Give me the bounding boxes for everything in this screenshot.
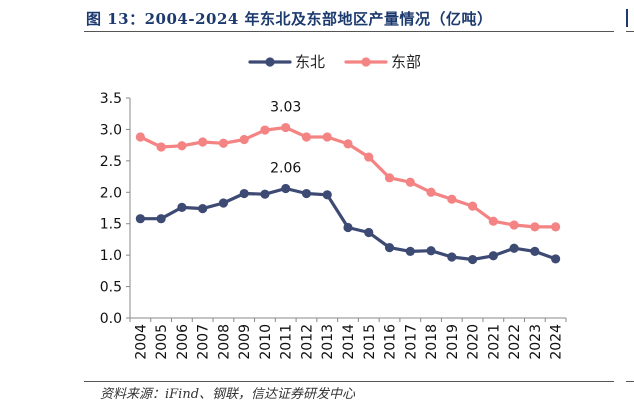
series-0-point [364, 227, 374, 238]
data-label: 3.03 [270, 100, 301, 116]
y-tick-label: 0.0 [100, 311, 122, 327]
series-1-point [343, 139, 353, 149]
series-1-point [177, 141, 187, 151]
series-0-point [239, 188, 249, 199]
series-1-point [218, 138, 229, 148]
series-0-point [281, 183, 291, 194]
series-1-point [198, 137, 208, 147]
series-0-point [447, 252, 457, 262]
series-0-point [156, 214, 166, 224]
x-tick-label: 2015 [362, 324, 378, 360]
series-0-point [198, 204, 208, 214]
series-1-point [488, 216, 498, 226]
x-tick-label: 2024 [549, 324, 565, 360]
legend-marker-0 [265, 57, 275, 67]
x-tick-label: 2016 [383, 324, 399, 360]
series-0-point [322, 190, 332, 200]
x-tick-label: 2008 [216, 324, 232, 360]
series-1-point [467, 201, 478, 211]
series-1-point [156, 142, 166, 152]
x-tick-label: 2005 [154, 324, 170, 360]
x-tick-label: 2019 [445, 324, 461, 360]
y-tick-label: 2.5 [100, 154, 122, 170]
series-1-point [384, 173, 395, 183]
adjacent-figure-bottom-divider [626, 381, 634, 382]
series-0-point [530, 246, 540, 256]
series-1-point [301, 132, 312, 142]
x-tick-label: 2013 [320, 324, 336, 360]
x-tick-label: 2017 [403, 324, 419, 360]
series-0-point [260, 189, 270, 199]
x-tick-label: 2009 [237, 324, 253, 360]
x-tick-label: 2021 [486, 324, 502, 360]
chart-data-labels: 3.03 2.06 [270, 100, 301, 177]
series-1-point [135, 132, 145, 142]
series-1-point [322, 132, 332, 142]
chart-legend: 东北 东部 [248, 53, 421, 71]
series-1-point [551, 222, 561, 232]
x-tick-label: 2004 [133, 324, 149, 360]
series-1-point [239, 134, 249, 145]
series-1-point [509, 220, 519, 230]
y-tick-label: 3.5 [100, 91, 122, 107]
chart-axes: 0.0 0.5 1.0 1.5 2.0 2.5 3.0 3.5 2004 2005 2006 2007… [100, 91, 567, 360]
series-0-point [488, 251, 498, 261]
x-tick-label: 2007 [196, 324, 212, 360]
source-divider [84, 381, 614, 382]
series-0-point [384, 243, 395, 253]
series-0-point [551, 254, 561, 264]
series-0-point [509, 243, 519, 253]
series-0-point [301, 188, 312, 199]
series-0-point [218, 198, 229, 208]
chart-series [135, 122, 561, 265]
series-0-point [177, 202, 187, 212]
x-tick-label: 2018 [424, 324, 440, 360]
x-tick-label: 2023 [528, 324, 544, 360]
series-1-point [530, 222, 540, 232]
series-0-point [343, 222, 353, 233]
series-1-point [405, 177, 415, 187]
x-tick-label: 2014 [341, 324, 357, 360]
x-tick-label: 2006 [175, 324, 191, 360]
series-0-point [405, 246, 415, 256]
series-1-point [281, 122, 291, 133]
series-0-point [467, 254, 478, 265]
data-label: 2.06 [270, 161, 301, 177]
series-1-point [447, 194, 457, 204]
x-tick-label: 2011 [279, 324, 295, 360]
series-1-point [426, 187, 436, 197]
series-1-point [364, 152, 374, 162]
legend-label-1: 东部 [391, 53, 421, 71]
legend-marker-1 [361, 57, 371, 67]
series-0-point [426, 246, 436, 256]
title-divider [84, 31, 614, 32]
y-tick-label: 2.0 [100, 185, 122, 201]
y-tick-label: 3.0 [100, 122, 122, 138]
x-tick-label: 2020 [466, 324, 482, 360]
y-tick-label: 0.5 [100, 280, 122, 296]
x-tick-label: 2010 [258, 324, 274, 360]
source-note: 资料来源：iFind、钢联，信达证券研发中心 [100, 387, 356, 402]
adjacent-figure-fragment [626, 9, 634, 27]
chart-title: 图 13：2004-2024 年东北及东部地区产量情况（亿吨） [86, 10, 493, 28]
y-tick-label: 1.5 [100, 217, 122, 233]
legend-label-0: 东北 [295, 53, 325, 71]
x-tick-label: 2022 [507, 324, 523, 360]
x-tick-label: 2012 [299, 324, 315, 360]
series-0-point [135, 214, 145, 224]
y-tick-label: 1.0 [100, 248, 122, 264]
series-1-point [260, 125, 270, 135]
adjacent-figure-divider [626, 31, 634, 32]
